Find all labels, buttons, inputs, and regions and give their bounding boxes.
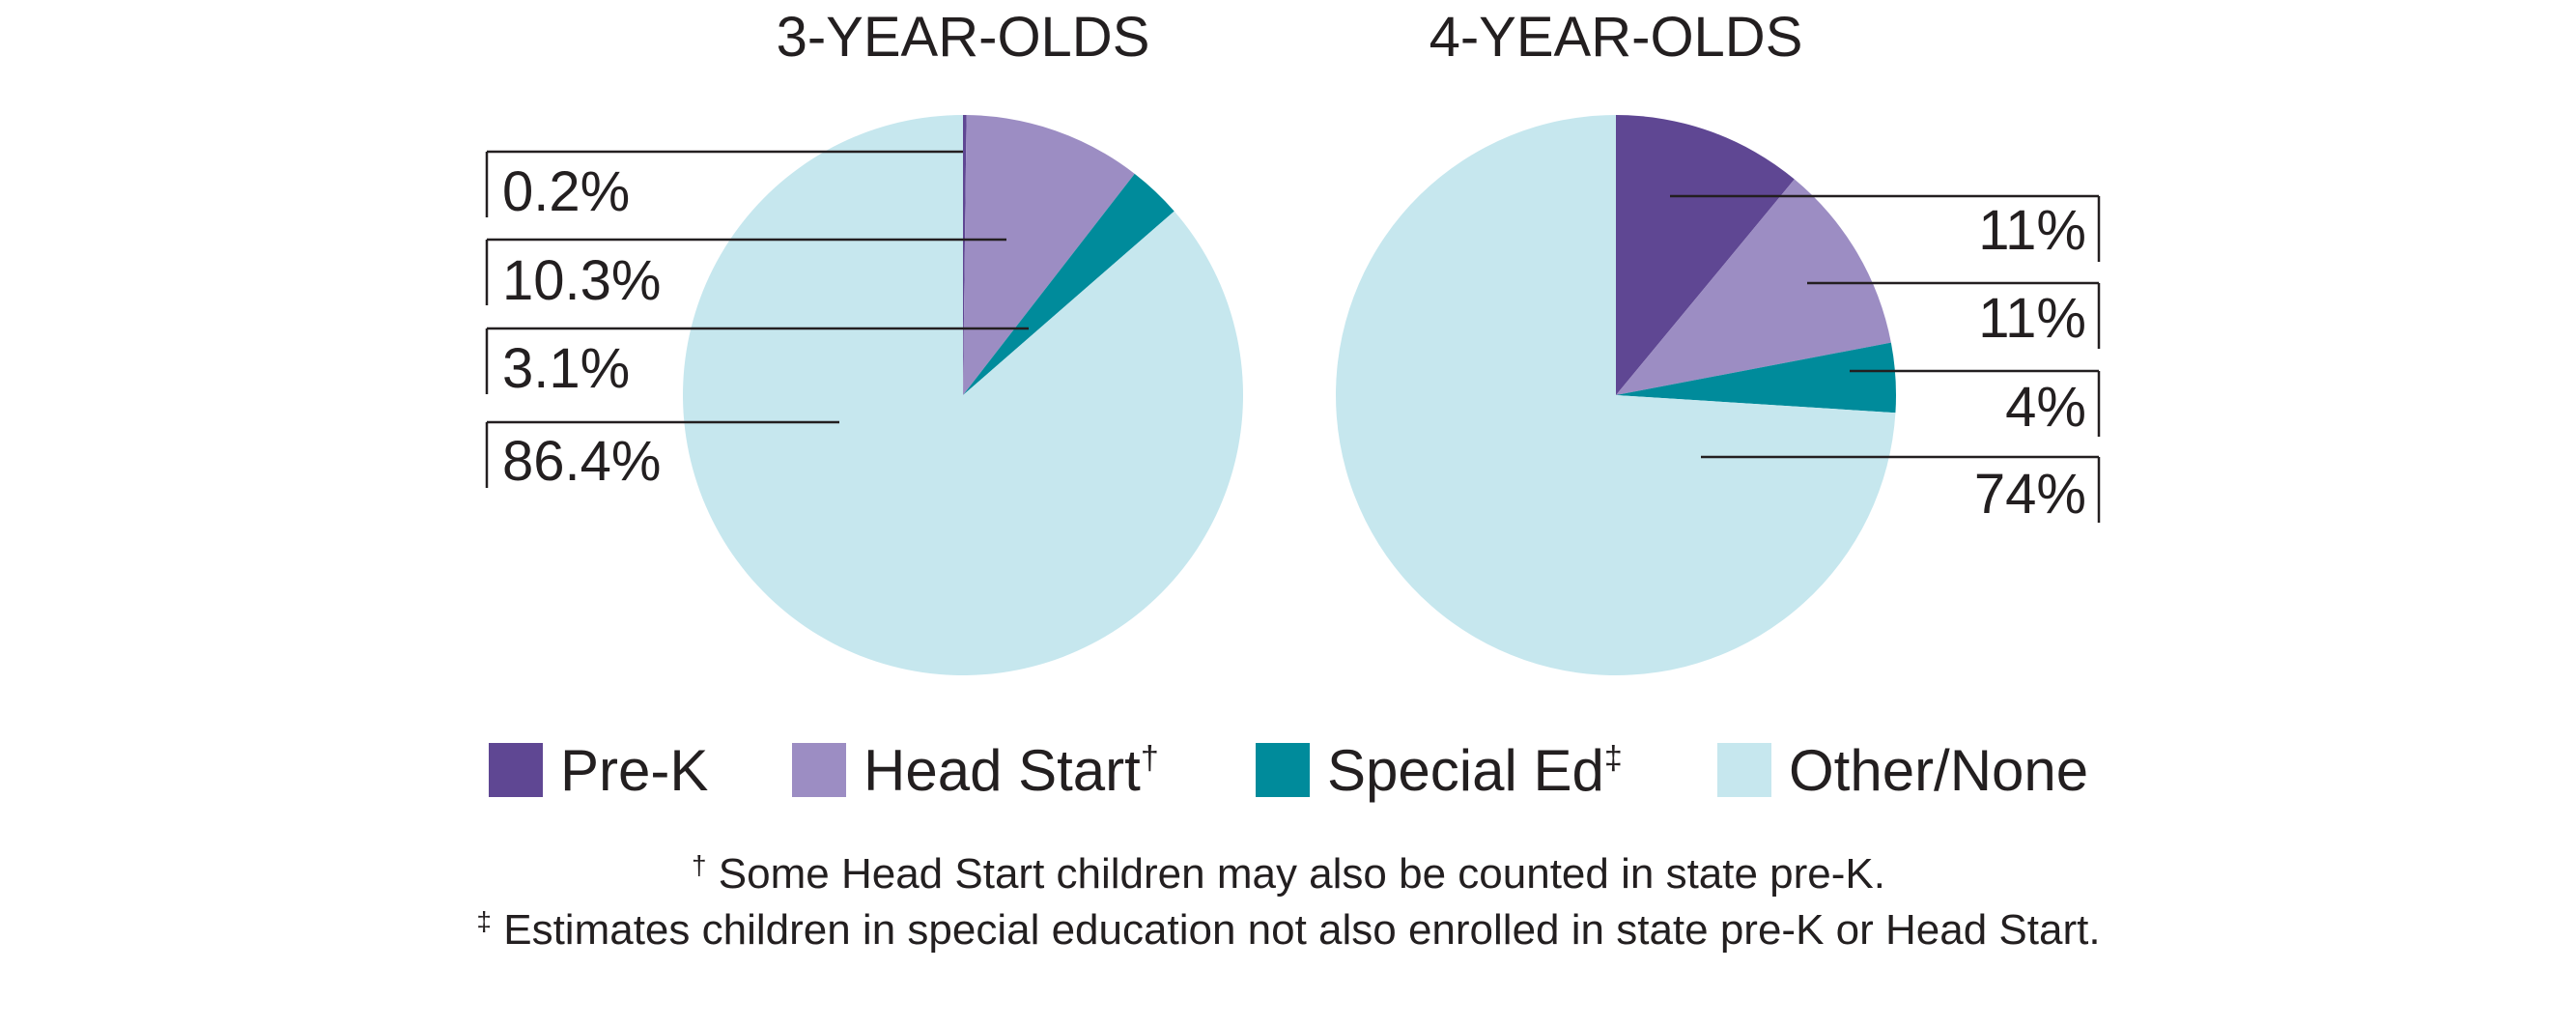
- legend-item-other-none: Other/None: [1717, 738, 2088, 803]
- pie-group: 3-YEAR-OLDS 0.2% 10.3% 3.1% 86.4% 4-YEAR-OLDS…: [485, 6, 2101, 675]
- pie-slice-head-start: [963, 115, 1135, 396]
- legend-label: Special Ed‡: [1327, 738, 1623, 803]
- legend-swatch: [1256, 743, 1310, 797]
- footnote-1: † Some Head Start children may also be c…: [692, 850, 1885, 898]
- legend-swatch: [1717, 743, 1771, 797]
- pie-chart-2: 4-YEAR-OLDS 11% 11% 4% 74%: [1335, 6, 2101, 675]
- chart-title: 4-YEAR-OLDS: [1430, 6, 1803, 69]
- pie-slice-pre-k: [963, 115, 967, 395]
- legend-swatch: [792, 743, 846, 797]
- legend-label: Pre-K: [560, 738, 708, 803]
- legend-item-special-ed: Special Ed‡: [1256, 738, 1623, 803]
- slice-label: 0.2%: [502, 160, 630, 223]
- slice-label: 74%: [1974, 463, 2086, 526]
- slice-label: 4%: [2005, 376, 2086, 439]
- legend-label: Other/None: [1789, 738, 2088, 803]
- legend-label: Head Start†: [863, 738, 1159, 803]
- slice-label: 3.1%: [502, 337, 630, 400]
- pie-slice-other-none: [1335, 115, 1896, 675]
- slice-label: 11%: [1978, 287, 2086, 350]
- pie-chart-1: 3-YEAR-OLDS 0.2% 10.3% 3.1% 86.4%: [485, 6, 1243, 675]
- legend: Pre-K Head Start† Special Ed‡ Other/None: [489, 738, 2088, 803]
- slice-label: 11%: [1978, 199, 2086, 262]
- pie-slice-other-none: [683, 115, 1243, 675]
- pie-slice-special-ed: [963, 173, 1175, 395]
- pie-slice-special-ed: [1616, 342, 1896, 414]
- pie-slice-head-start: [1616, 179, 1891, 395]
- footnotes: † Some Head Start children may also be c…: [476, 850, 2100, 954]
- slice-label: 10.3%: [502, 249, 661, 312]
- pie-slice-pre-k: [1616, 115, 1795, 395]
- legend-item-head-start: Head Start†: [792, 738, 1159, 803]
- chart-title: 3-YEAR-OLDS: [777, 6, 1150, 69]
- slice-label: 86.4%: [502, 430, 661, 493]
- legend-item-pre-k: Pre-K: [489, 738, 708, 803]
- legend-swatch: [489, 743, 543, 797]
- footnote-2: ‡ Estimates children in special educatio…: [476, 906, 2100, 954]
